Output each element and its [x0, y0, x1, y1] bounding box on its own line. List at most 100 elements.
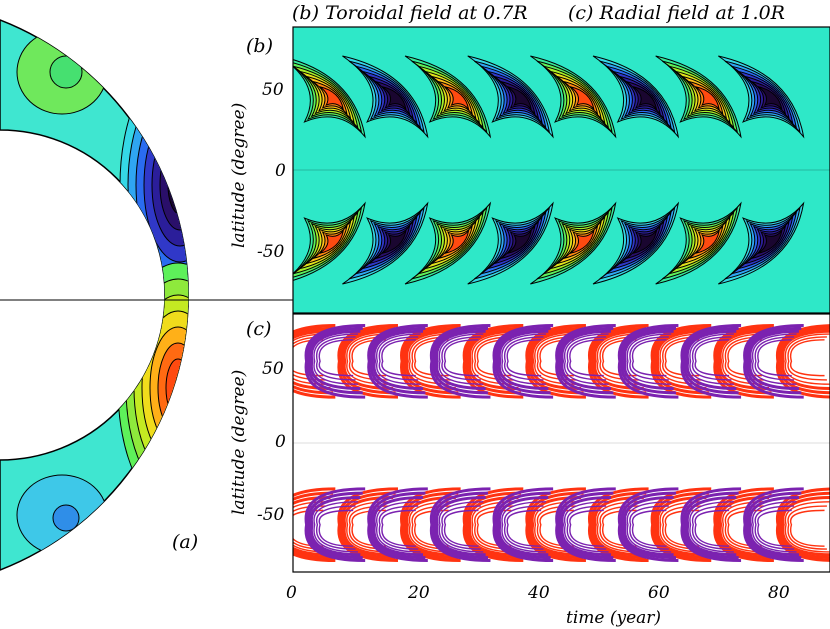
radial-negative-south-4-line-0: [555, 487, 616, 563]
radial-positive-south-1-line-4: [348, 505, 389, 550]
radial-negative-south-0-line-1: [307, 491, 363, 560]
radial-positive-south-4-line-3: [534, 501, 579, 553]
radial-positive-north-5-line-2: [593, 329, 644, 391]
radial-negative-south-1-line-2: [372, 495, 424, 557]
radial-negative-south-5-line-3: [626, 501, 672, 553]
radial-positive-north-0-line-2: [293, 329, 331, 391]
radial-positive-south-5-line-4: [599, 505, 639, 550]
radial-positive-north-8-line-2: [781, 329, 830, 390]
radial-positive-south-6-line-3: [659, 501, 705, 553]
radial-positive-south-1-line-1: [340, 491, 396, 560]
radial-negative-south-6-line-2: [685, 495, 737, 557]
radial-positive-north-1-line-5: [351, 339, 386, 377]
radial-negative-south-6-line-4: [691, 505, 732, 550]
x-tick-80: 80: [768, 583, 790, 603]
title-b: (b) Toroidal field at 0.7R: [292, 2, 528, 24]
toroidal-wing-south-7-level-6: [757, 229, 783, 254]
radial-negative-north-4-line-4: [566, 336, 607, 381]
radial-positive-south-2-line-1: [402, 491, 459, 560]
radial-positive-south-6-line-0: [650, 487, 712, 563]
radial-positive-north-0-line-0: [293, 323, 336, 399]
shell-contours: [16, 29, 189, 556]
panel-c-contours: [293, 323, 830, 563]
radial-negative-south-2-line-3: [438, 501, 484, 553]
radial-positive-south-7-line-1: [715, 491, 772, 560]
panel-c-ytick-0: 0: [275, 432, 286, 452]
radial-positive-north-6-line-1: [653, 326, 709, 395]
radial-positive-south-2-line-3: [408, 501, 454, 553]
toroidal-wing-south-1-level-6: [381, 229, 407, 254]
radial-negative-north-3-line-2: [497, 329, 549, 391]
radial-negative-south-5-line-4: [629, 505, 669, 550]
radial-positive-north-5-line-1: [590, 326, 647, 395]
radial-positive-south-2-line-5: [414, 509, 449, 547]
radial-positive-south-0-line-4: [293, 505, 326, 550]
radial-negative-north-0-line-0: [304, 323, 366, 399]
radial-negative-south-2-line-1: [432, 491, 489, 560]
radial-negative-south-7-line-3: [751, 501, 797, 553]
radial-positive-north-5-line-3: [596, 333, 642, 385]
radial-positive-south-8-line-0: [775, 487, 830, 562]
toroidal-wing-south-0-level-6: [319, 229, 345, 254]
shell-polar-north-core: [49, 55, 83, 89]
radial-positive-north-7-line-5: [727, 339, 762, 377]
radial-positive-north-1-line-1: [340, 326, 396, 395]
x-tick-20: 20: [407, 583, 430, 603]
panel-b-ytick-neg50: -50: [257, 242, 285, 262]
radial-positive-south-3-line-5: [476, 509, 512, 547]
radial-negative-north-3-line-4: [503, 336, 544, 381]
radial-positive-north-2-line-0: [400, 323, 461, 399]
radial-negative-north-5-line-5: [631, 339, 667, 377]
radial-positive-north-8-line-1: [778, 326, 830, 395]
radial-negative-north-6-line-3: [689, 333, 734, 385]
radial-negative-south-4-line-5: [569, 509, 604, 547]
radial-positive-south-1-line-3: [346, 501, 391, 553]
radial-positive-south-6-line-4: [662, 505, 702, 550]
radial-positive-north-6-line-4: [662, 336, 702, 381]
radial-negative-south-7-line-4: [754, 505, 795, 550]
radial-negative-south-6-line-0: [680, 487, 742, 563]
radial-positive-south-2-line-2: [405, 495, 456, 557]
radial-negative-south-1-line-0: [367, 487, 428, 563]
x-ticks: 0 20 40 60 80: [286, 583, 790, 603]
radial-negative-north-0-line-4: [315, 336, 356, 381]
radial-negative-south-0-line-5: [318, 509, 354, 547]
radial-positive-north-3-line-4: [474, 336, 514, 381]
radial-negative-south-0-line-3: [313, 501, 358, 553]
toroidal-wing-south-3-level-6: [507, 229, 532, 254]
radial-positive-north-7-line-4: [724, 336, 765, 381]
radial-negative-north-0-line-2: [309, 329, 361, 391]
radial-negative-south-1-line-1: [369, 491, 426, 560]
radial-negative-north-7-line-4: [754, 336, 795, 381]
radial-negative-north-2-line-2: [435, 329, 486, 391]
radial-negative-north-6-line-2: [685, 329, 737, 391]
radial-positive-north-8-line-5: [789, 339, 825, 377]
radial-negative-south-7-line-0: [743, 487, 804, 563]
radial-positive-north-3-line-0: [462, 323, 524, 399]
radial-positive-south-0-line-5: [293, 509, 324, 547]
radial-positive-south-8-line-1: [778, 491, 830, 560]
toroidal-wing-north-7-level-6: [757, 86, 783, 111]
radial-negative-south-1-line-4: [378, 505, 419, 550]
radial-negative-south-2-line-4: [441, 505, 481, 550]
radial-positive-south-6-line-1: [653, 491, 709, 560]
radial-negative-south-4-line-2: [560, 495, 611, 557]
radial-negative-north-1-line-2: [372, 329, 424, 391]
radial-positive-south-6-line-2: [655, 495, 707, 557]
radial-positive-south-7-line-3: [722, 501, 767, 553]
radial-positive-south-1-line-5: [351, 509, 386, 547]
radial-positive-north-3-line-1: [465, 326, 521, 395]
x-tick-60: 60: [648, 583, 670, 603]
radial-negative-north-1-line-3: [375, 333, 421, 385]
shell-negative-lobe-level-6: [167, 155, 189, 215]
radial-negative-south-1-line-5: [381, 509, 416, 547]
radial-positive-south-4-line-2: [530, 495, 582, 557]
radial-positive-north-3-line-3: [471, 333, 517, 385]
radial-positive-north-5-line-4: [599, 336, 639, 381]
radial-negative-north-2-line-4: [441, 336, 481, 381]
radial-positive-north-6-line-3: [659, 333, 705, 385]
radial-positive-south-2-line-0: [400, 487, 461, 563]
radial-negative-north-4-line-2: [560, 329, 611, 391]
radial-positive-north-5-line-5: [601, 339, 637, 377]
title-c: (c) Radial field at 1.0R: [568, 2, 785, 24]
